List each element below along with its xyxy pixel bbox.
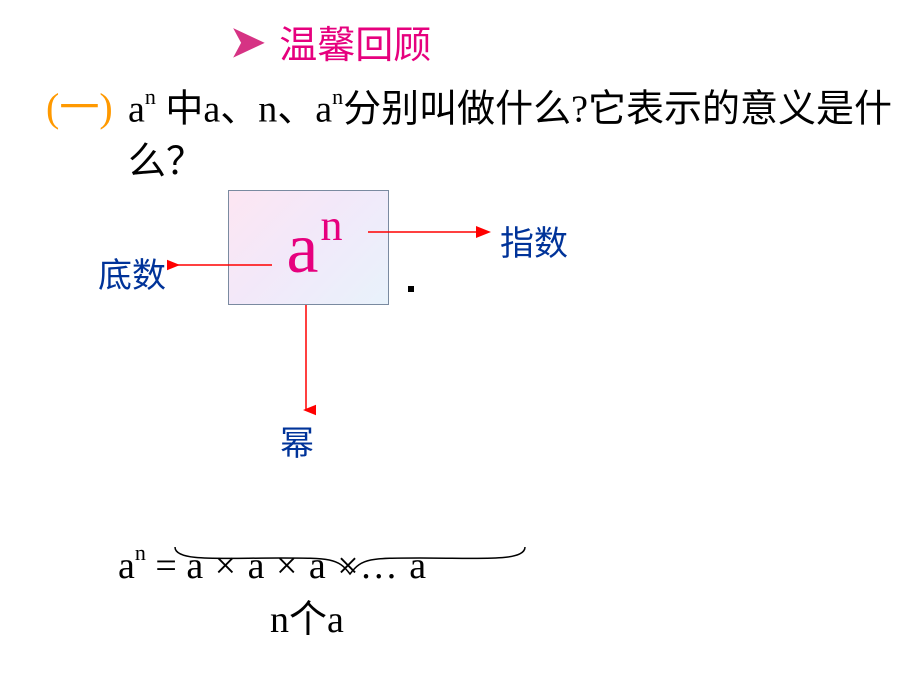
power-base: a xyxy=(287,212,319,284)
arrow-to-power-icon xyxy=(296,305,316,425)
slide: ➤ 温馨回顾 (一) an 中a、n、an分别叫做什么?它表示的意义是什么？ a… xyxy=(0,0,920,690)
label-base: 底数 xyxy=(98,248,166,297)
label-power: 幂 xyxy=(280,416,314,465)
arrow-to-exponent-icon xyxy=(368,222,508,242)
underbrace-label: n个a xyxy=(270,588,344,643)
header-title: 温馨回顾 xyxy=(279,14,431,69)
power-exponent: n xyxy=(320,200,342,251)
formula-lhs-sup: n xyxy=(135,540,146,565)
header: ➤ 温馨回顾 xyxy=(230,14,431,69)
underbrace xyxy=(170,540,530,580)
label-exponent: 指数 xyxy=(500,216,568,265)
question-text: an 中a、n、an分别叫做什么?它表示的意义是什么？ xyxy=(128,75,900,188)
arrow-bullet-icon: ➤ xyxy=(230,17,265,67)
question-an-1-base: a xyxy=(128,89,145,131)
decorative-dot xyxy=(408,286,414,292)
formula-lhs-base: a xyxy=(118,545,135,587)
underbrace-icon xyxy=(170,540,530,580)
section-marker: (一) xyxy=(46,75,113,133)
power-symbol-box: an xyxy=(228,190,389,305)
question-an-2-sup: n xyxy=(332,84,343,109)
question-text-part2: 中a、n、a xyxy=(156,89,332,131)
question-an-1-sup: n xyxy=(145,84,156,109)
